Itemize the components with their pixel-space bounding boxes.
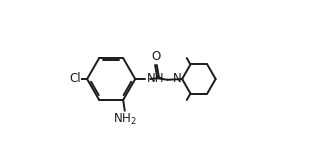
Text: NH$_2$: NH$_2$ [113,112,137,127]
Text: O: O [151,50,160,63]
Text: NH: NH [147,73,164,85]
Text: Cl: Cl [69,73,81,85]
Text: N: N [172,73,181,85]
